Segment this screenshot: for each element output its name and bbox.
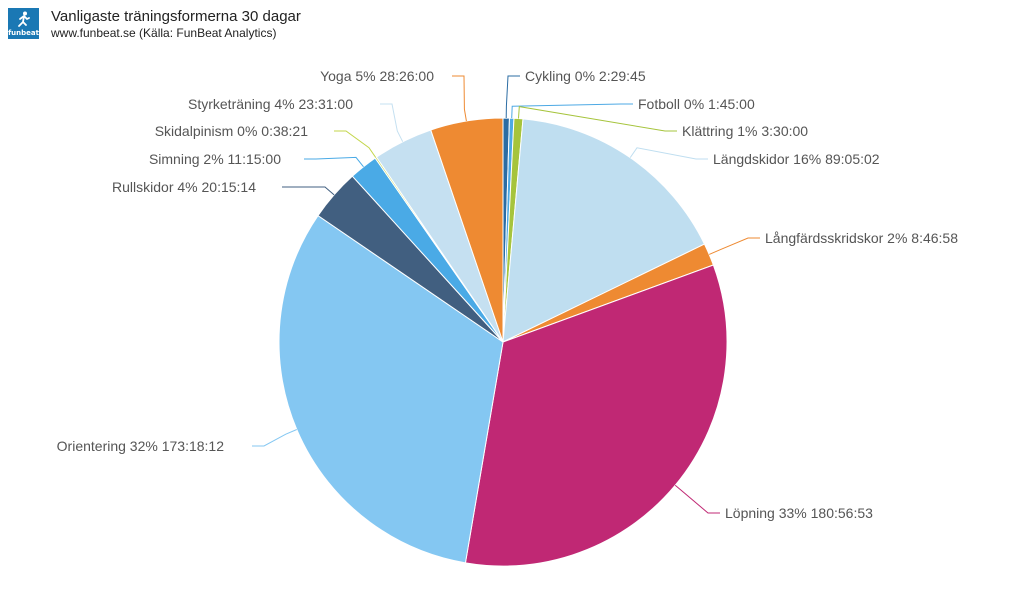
data-label: Yoga 5% 28:26:00: [320, 68, 434, 84]
data-label: Rullskidor 4% 20:15:14: [112, 179, 256, 195]
label-connector: [674, 484, 720, 514]
data-label: Simning 2% 11:15:00: [149, 151, 281, 167]
label-connector: [452, 75, 467, 122]
label-connector: [709, 237, 760, 255]
data-labels: Cykling 0% 2:29:45 Fotboll 0% 1:45:00 Klät…: [57, 68, 959, 521]
funbeat-logo[interactable]: funbeat: [8, 8, 39, 39]
pie-slice[interactable]: [430, 117, 504, 343]
data-label: Cykling 0% 2:29:45: [525, 68, 646, 84]
label-connector: [252, 429, 297, 447]
label-connector: [511, 103, 633, 119]
runner-icon: [18, 11, 30, 27]
chart-header: funbeat Vanligaste träningsformerna 30 d…: [8, 8, 301, 41]
data-label: Längdskidor 16% 89:05:02: [713, 151, 880, 167]
data-label: Löpning 33% 180:56:53: [725, 505, 873, 521]
data-label: Orientering 32% 173:18:12: [57, 438, 225, 454]
pie-slice[interactable]: [464, 264, 728, 567]
label-connector: [304, 156, 364, 168]
data-label: Skidalpinism 0% 0:38:21: [155, 123, 309, 139]
data-label: Styrketräning 4% 23:31:00: [188, 96, 353, 112]
pie-slice[interactable]: [502, 118, 706, 343]
label-connector: [629, 147, 708, 160]
label-connector: [334, 130, 377, 158]
chart-title: Vanligaste träningsformerna 30 dagar: [51, 8, 301, 25]
label-connectors: [252, 75, 760, 514]
pie-slices: [278, 117, 728, 567]
chart-subtitle: www.funbeat.se (Källa: FunBeat Analytics…: [51, 26, 277, 40]
label-connector: [282, 186, 335, 196]
data-label: Långfärdsskridskor 2% 8:46:58: [765, 230, 958, 246]
label-connector: [380, 103, 404, 142]
logo-text: funbeat: [8, 29, 39, 37]
label-connector: [505, 75, 520, 119]
label-connector: [518, 106, 677, 132]
data-label: Klättring 1% 3:30:00: [682, 123, 808, 139]
data-label: Fotboll 0% 1:45:00: [638, 96, 755, 112]
